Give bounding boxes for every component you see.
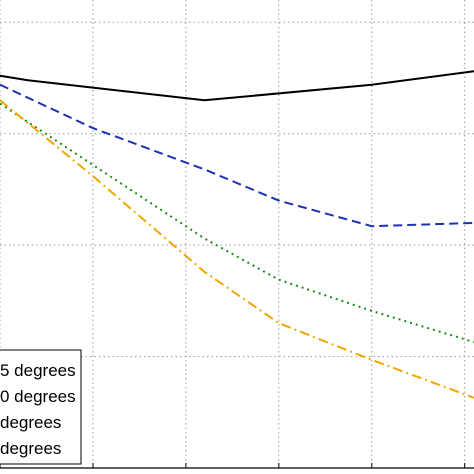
series-line-3 [0, 102, 474, 344]
series-line-1 [0, 70, 474, 102]
series-line-2 [0, 83, 474, 228]
legend-label-2: 0 degrees [0, 387, 76, 406]
legend-label-1: 5 degrees [0, 361, 76, 380]
axes [0, 463, 474, 469]
series-line-4 [0, 99, 474, 399]
legend: 5 degrees 0 degrees degrees degrees [0, 349, 82, 465]
legend-box [0, 349, 82, 465]
legend-label-4: degrees [0, 439, 61, 458]
series-layer [0, 70, 474, 399]
legend-label-3: degrees [0, 413, 61, 432]
